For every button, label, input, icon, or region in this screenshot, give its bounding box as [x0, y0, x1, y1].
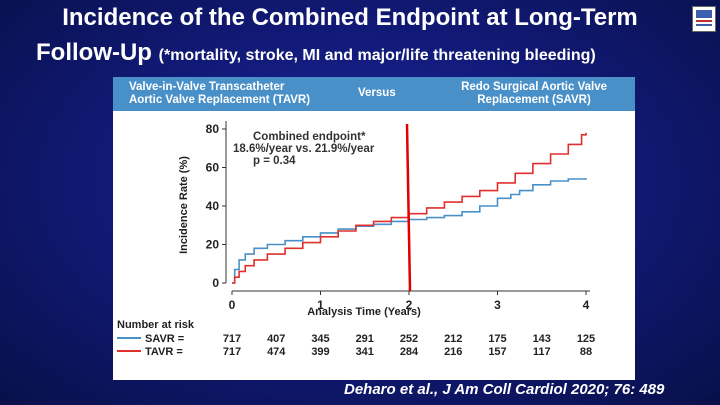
risk-value: 212	[444, 333, 462, 345]
y-tick-label: 40	[206, 199, 220, 213]
risk-value: 474	[267, 346, 286, 358]
kaplan-meier-chart: Combined endpoint* 18.6%/year vs. 21.9%/…	[117, 121, 595, 358]
banner-left-line2: Aortic Valve Replacement (TAVR)	[129, 94, 311, 106]
risk-table-title: Number at risk	[117, 319, 195, 331]
banner-right-line1: Redo Surgical Aortic Valve	[461, 81, 607, 93]
y-tick-label: 20	[206, 238, 220, 252]
risk-value: 125	[577, 333, 595, 345]
figure-panel: Valve-in-Valve Transcatheter Aortic Valv…	[113, 77, 635, 380]
y-tick-label: 0	[212, 276, 219, 290]
x-tick-label: 1	[317, 298, 324, 312]
hospital-logo-icon	[692, 6, 716, 32]
risk-row-label: TAVR =	[145, 346, 183, 358]
risk-row-label: SAVR =	[145, 333, 184, 345]
risk-value: 399	[311, 346, 329, 358]
y-axis-label: Incidence Rate (%)	[178, 156, 190, 254]
risk-value: 717	[223, 333, 241, 345]
banner-right: Redo Surgical Aortic Valve Replacement (…	[461, 81, 607, 107]
risk-value: 341	[356, 346, 374, 358]
slide-title-line1: Incidence of the Combined Endpoint at Lo…	[62, 4, 638, 31]
risk-value: 216	[444, 346, 462, 358]
risk-value: 175	[488, 333, 506, 345]
y-tick-label: 60	[206, 161, 220, 175]
banner-right-line2: Replacement (SAVR)	[477, 94, 591, 106]
risk-value: 143	[533, 333, 551, 345]
annotation-line3: p = 0.34	[253, 155, 296, 167]
risk-value: 117	[533, 346, 551, 358]
x-axis-label: Analysis Time (Years)	[307, 306, 421, 318]
risk-value: 284	[400, 346, 419, 358]
risk-value: 717	[223, 346, 241, 358]
banner-versus: Versus	[358, 87, 396, 99]
banner-left-line1: Valve-in-Valve Transcatheter	[129, 81, 285, 93]
vertical-marker-line	[405, 123, 412, 292]
risk-value: 157	[488, 346, 506, 358]
risk-value: 252	[400, 333, 418, 345]
risk-value: 407	[267, 333, 285, 345]
slide-title-main: Follow-Up	[36, 39, 152, 66]
x-tick-label: 4	[583, 298, 590, 312]
x-tick-label: 3	[494, 298, 501, 312]
series-line-tavr	[232, 132, 587, 284]
figure-banner: Valve-in-Valve Transcatheter Aortic Valv…	[113, 77, 635, 111]
annotation-line2: 18.6%/year vs. 21.9%/year	[233, 143, 375, 155]
y-tick-label: 80	[206, 122, 220, 136]
banner-left: Valve-in-Valve Transcatheter Aortic Valv…	[129, 81, 310, 107]
citation: Deharo et al., J Am Coll Cardiol 2020; 7…	[344, 381, 665, 398]
risk-value: 291	[356, 333, 374, 345]
x-tick-label: 0	[229, 298, 236, 312]
risk-value: 88	[580, 346, 592, 358]
x-tick-label: 2	[406, 298, 413, 312]
annotation-line1: Combined endpoint*	[253, 131, 366, 143]
slide-title-line2: Follow-Up (*mortality, stroke, MI and ma…	[36, 38, 596, 71]
slide-title-subtitle: (*mortality, stroke, MI and major/life t…	[158, 47, 596, 64]
risk-value: 345	[311, 333, 329, 345]
